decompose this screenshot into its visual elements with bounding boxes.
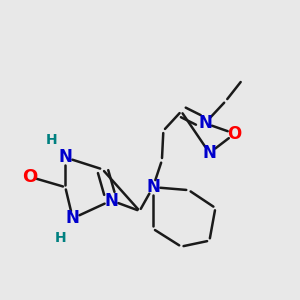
Text: N: N <box>146 178 160 196</box>
Text: N: N <box>198 114 212 132</box>
Text: O: O <box>22 168 37 186</box>
Text: N: N <box>58 148 72 166</box>
Text: N: N <box>66 209 80 227</box>
Text: N: N <box>202 144 216 162</box>
Text: N: N <box>104 191 118 209</box>
Text: H: H <box>46 133 58 147</box>
Text: H: H <box>55 231 67 245</box>
Text: O: O <box>228 125 242 143</box>
